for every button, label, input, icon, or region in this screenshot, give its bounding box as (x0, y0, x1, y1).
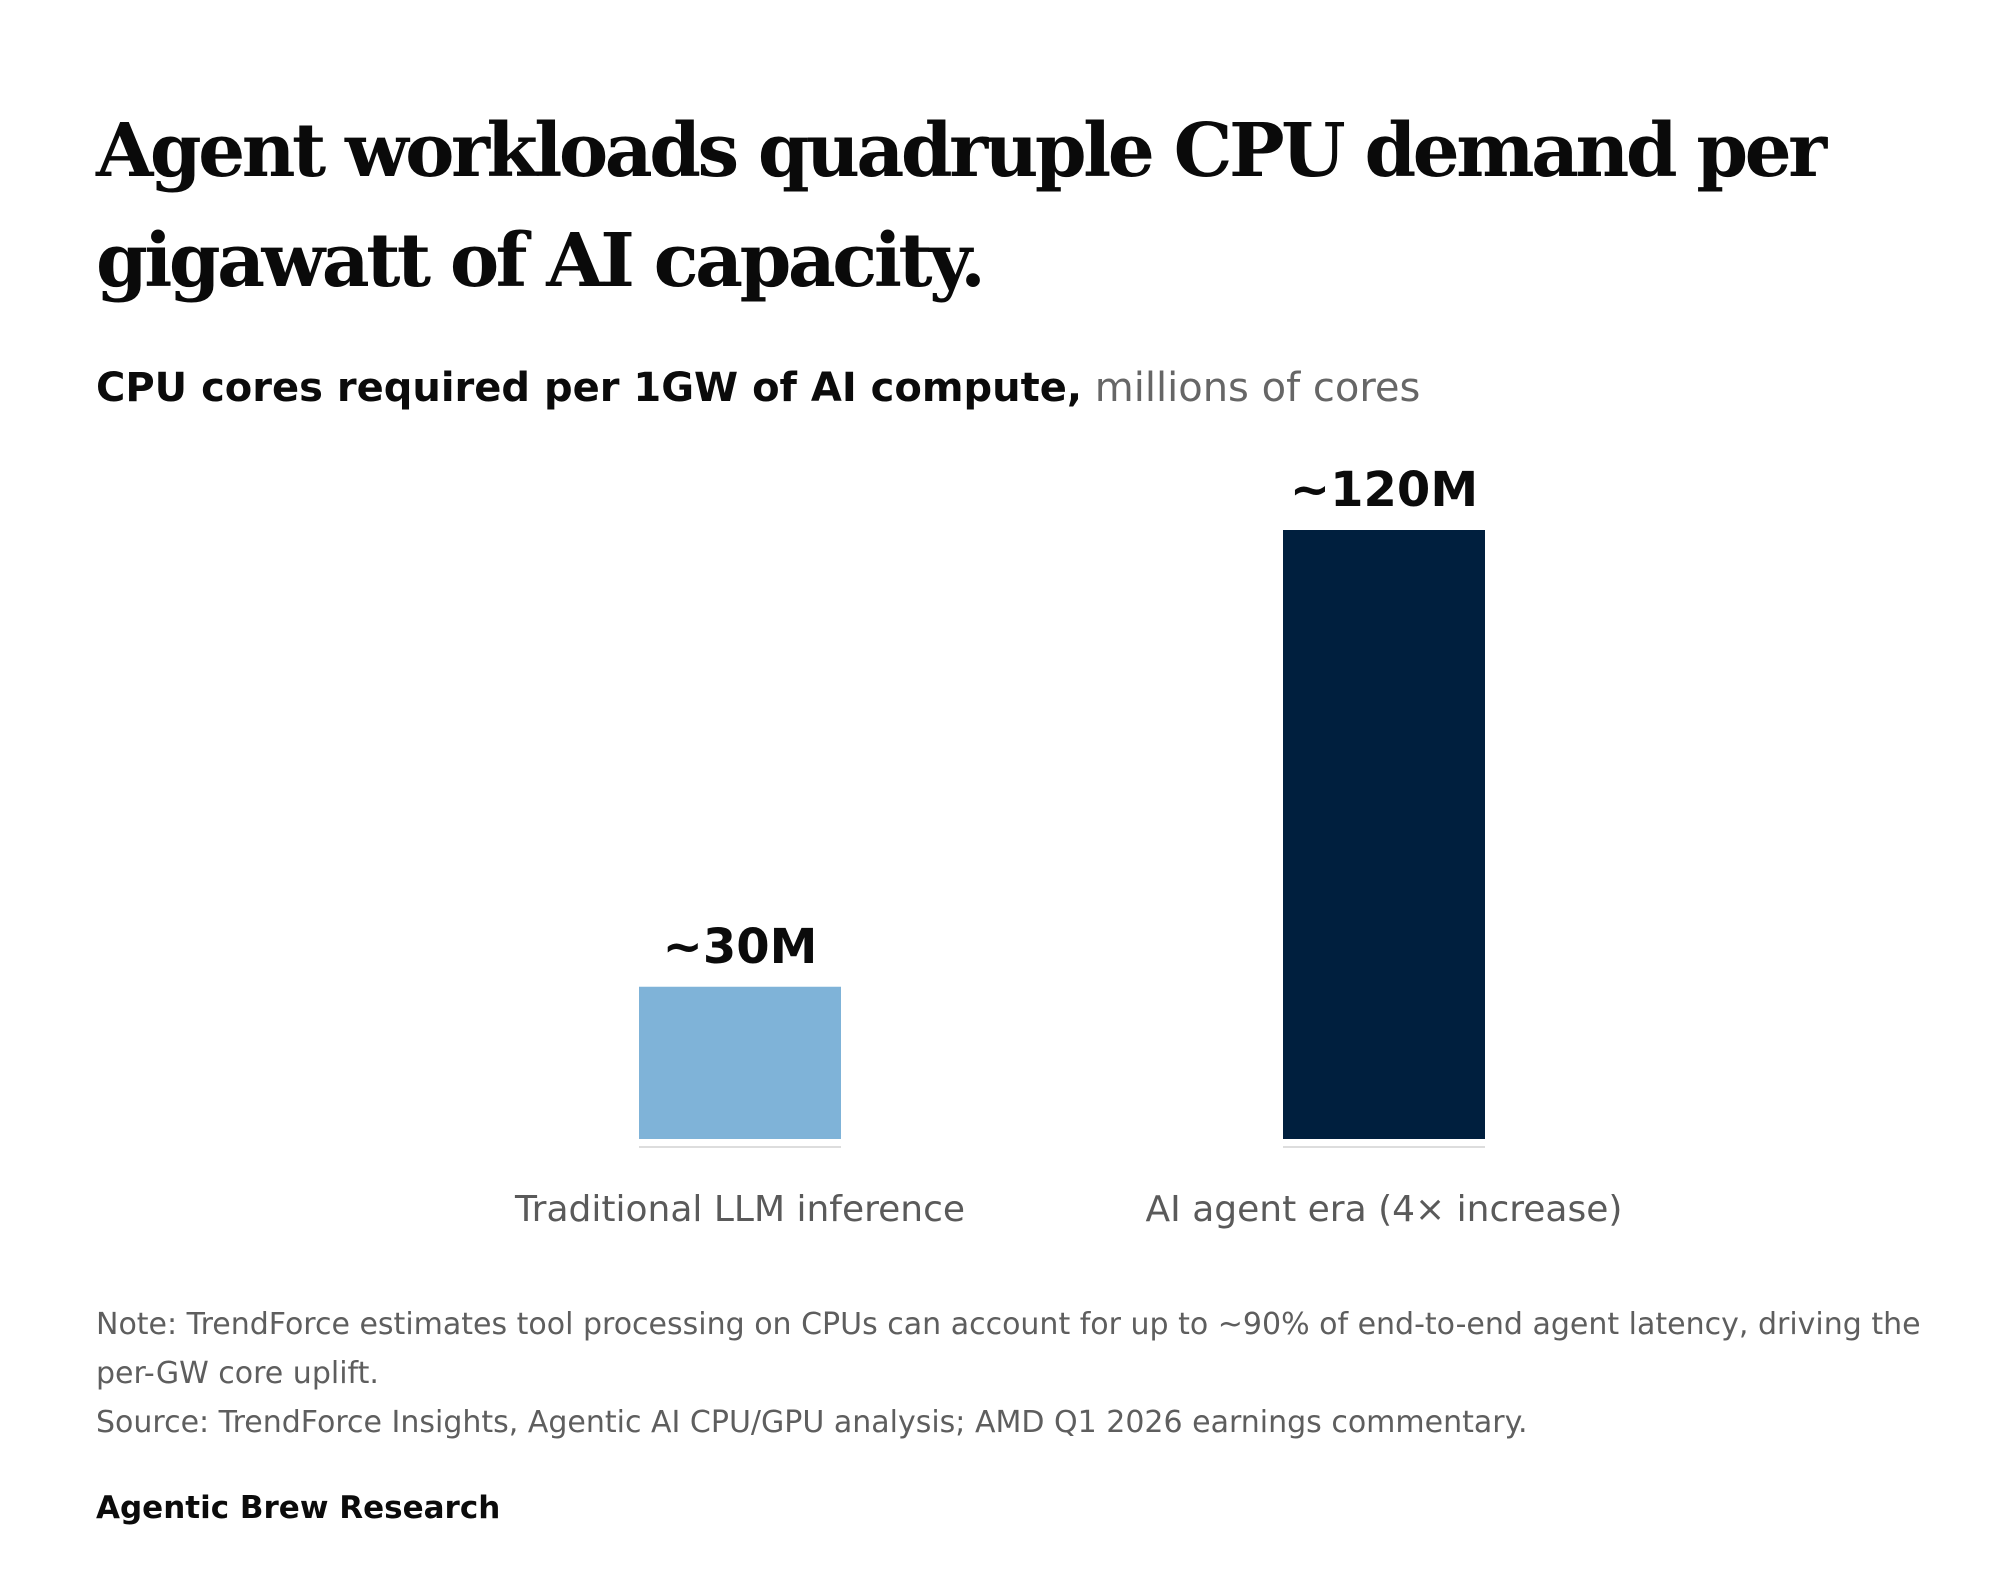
source-text: Source: TrendForce Insights, Agentic AI … (96, 1405, 1528, 1440)
brand-credit: Agentic Brew Research (96, 1490, 501, 1526)
bar-1 (639, 986, 841, 1139)
category-label-2: AI agent era (4× increase) (1146, 1189, 1623, 1230)
category-label-1: Traditional LLM inference (514, 1189, 965, 1230)
chart-footnotes: Note: TrendForce estimates tool processi… (96, 1300, 1926, 1447)
data-label-2: ~120M (1290, 462, 1478, 518)
chart-subtitle: CPU cores required per 1GW of AI compute… (96, 360, 1420, 416)
chart-headline: Agent workloads quadruple CPU demand per… (96, 108, 1827, 304)
bar-chart: ~30M Traditional LLM inference ~120M AI age… (514, 462, 1623, 1230)
note-text: Note: TrendForce estimates tool processi… (96, 1307, 1921, 1391)
subtitle-unit: millions of cores (1094, 365, 1421, 411)
data-label-1: ~30M (663, 919, 818, 975)
bar-2 (1283, 530, 1485, 1139)
subtitle-main: CPU cores required per 1GW of AI compute… (96, 365, 1083, 411)
